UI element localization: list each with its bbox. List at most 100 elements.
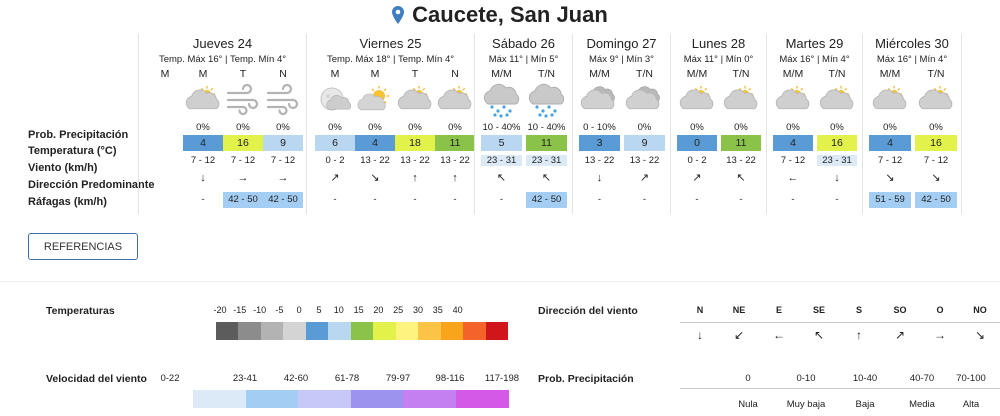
forecast-period: M/M 0% 0 0 - 2 ↗ - <box>677 34 717 214</box>
referencias-button[interactable]: REFERENCIAS <box>28 233 138 260</box>
temp-scale-value: 5 <box>316 305 322 315</box>
gust-speed: - <box>791 194 795 205</box>
wind-scale-range: 79-97 <box>385 373 411 384</box>
temp-color-swatch <box>260 322 284 340</box>
precip-scale-value: 0 <box>745 373 751 384</box>
wind-icon <box>263 82 303 120</box>
precip-probability: 0% <box>883 122 897 133</box>
temp-color-swatch <box>440 322 464 340</box>
precip-probability: 0% <box>408 122 422 133</box>
wind-speed: 13 - 22 <box>400 155 430 166</box>
moon-cloudy-icon <box>315 82 355 120</box>
precip-scale-name: Alta <box>962 399 980 410</box>
gust-speed: - <box>597 194 602 205</box>
day-temp-range: Máx 16° | Mín 4° <box>876 54 948 65</box>
period-label: T/N <box>927 68 945 80</box>
period-label: N <box>279 68 287 80</box>
partly-cloudy-icon <box>183 82 223 120</box>
dir-legend-heading: O <box>936 305 944 315</box>
wind-direction-arrow-icon: ↖ <box>541 172 552 184</box>
wind-direction-arrow-icon: ↘ <box>931 172 941 184</box>
temp-color-swatch <box>395 322 419 340</box>
forecast-period: M/M 0 - 10% 3 13 - 22 ↓ - <box>579 34 620 214</box>
forecast-day: Jueves 24 Temp. Máx 16° | Temp. Mín 4° M M … <box>138 34 306 214</box>
wind-direction-arrow-icon: → <box>237 172 249 184</box>
period-label: T <box>411 68 419 80</box>
precip-scale-value: 40-70 <box>909 373 935 384</box>
temp-scale-value: 35 <box>432 305 443 315</box>
temperature-cell: 4 <box>773 135 813 151</box>
wind-scale-range: 42-60 <box>283 373 309 384</box>
row-label-temp: Temperatura (°C) <box>28 145 117 157</box>
precip-probability: 0% <box>368 122 382 133</box>
gust-speed <box>145 192 185 208</box>
temp-color-swatch <box>350 322 374 340</box>
wind-color-swatch <box>455 390 509 408</box>
precip-scale-value: 10-40 <box>852 373 878 384</box>
section-divider <box>0 281 1000 282</box>
legend-wind-title: Velocidad del viento <box>46 373 147 385</box>
forecast-day: Viernes 25 Temp. Máx 18° | Temp. Mín 4° M … <box>306 34 475 214</box>
partly-cloudy-icon <box>817 82 857 120</box>
temp-scale-value: 40 <box>452 305 463 315</box>
temperature-cell: 9 <box>624 135 665 151</box>
day-name: Domingo 27 <box>586 36 657 51</box>
legend-temp-title: Temperaturas <box>46 305 115 317</box>
wind-scale-range: 117-198 <box>484 373 520 384</box>
wind-direction-arrow-icon: ↘ <box>370 172 380 184</box>
wind-speed: 13 - 22 <box>360 155 390 166</box>
page-title: Caucete, San Juan <box>412 2 608 27</box>
temp-scale-value: 10 <box>333 305 344 315</box>
forecast-period: T 0% 16 7 - 12 → 42 - 50 <box>223 34 263 214</box>
wind-speed: 7 - 12 <box>230 155 256 166</box>
row-label-gust: Ráfagas (km/h) <box>28 196 107 208</box>
wind-scale-range: 0-22 <box>160 373 180 384</box>
precip-probability: 0% <box>830 122 844 133</box>
gust-speed: 42 - 50 <box>223 192 263 208</box>
day-name: Martes 29 <box>785 36 844 51</box>
wind-speed: 13 - 22 <box>726 155 756 166</box>
temp-color-swatch <box>485 322 509 340</box>
wind-speed: 23 - 31 <box>526 155 567 166</box>
wind-direction-arrow-icon <box>145 171 185 185</box>
temperature-cell: 11 <box>721 135 761 151</box>
temp-color-swatch <box>328 322 352 340</box>
day-temp-range: Máx 9° | Mín 3° <box>589 54 654 65</box>
precip-legend-divider <box>680 388 1000 389</box>
wind-scale-range: 98-116 <box>435 373 465 384</box>
forecast-day: Martes 29 Máx 16° | Mín 4° M/M 0% 4 7 - 12 ← -… <box>766 34 862 214</box>
wind-color-swatch <box>193 390 246 408</box>
day-name: Sábado 26 <box>492 36 555 51</box>
dir-legend-arrow-icon: ↙ <box>733 328 745 342</box>
dir-legend-heading: S <box>855 305 862 315</box>
gust-speed: - <box>201 194 205 205</box>
temp-scale-value: -15 <box>233 305 247 315</box>
precip-scale-value: 70-100 <box>956 373 986 384</box>
day-name: Viernes 25 <box>359 36 422 51</box>
sun-cloud-icon <box>355 82 395 120</box>
snow-icon <box>526 82 567 120</box>
forecast-period: M 0% 6 0 - 2 ↗ - <box>315 34 355 214</box>
wind-speed: 0 - 2 <box>687 155 707 166</box>
temperature-cell: 6 <box>315 135 355 151</box>
temp-scale-value: 15 <box>353 305 364 315</box>
forecast-day: Domingo 27 Máx 9° | Mín 3° M/M 0 - 10% 3 13 … <box>572 34 670 214</box>
dir-legend-heading: NE <box>732 305 746 315</box>
precip-scale-value: 0-10 <box>796 373 816 384</box>
partly-cloudy-icon <box>773 82 813 120</box>
temp-scale-value: 20 <box>373 305 384 315</box>
dir-legend-heading: NO <box>973 305 987 315</box>
cloudy-icon <box>624 82 665 120</box>
precip-probability: 0% <box>637 122 652 133</box>
dir-legend-divider <box>680 322 1000 323</box>
forecast-period: M/M 0% 4 7 - 12 ↘ 51 - 59 <box>869 34 911 214</box>
location-header: Caucete, San Juan <box>0 0 1000 30</box>
wind-direction-arrow-icon: ← <box>787 172 799 184</box>
forecast-day: Lunes 28 Máx 11° | Mín 0° M/M 0% 0 0 - 2 ↗ - T/… <box>670 34 766 214</box>
cloudy-icon <box>579 82 620 120</box>
period-label: M/M <box>589 68 610 80</box>
wind-direction-arrow-icon: ↖ <box>496 172 507 184</box>
day-name: Miércoles 30 <box>875 36 949 51</box>
gust-speed: - <box>453 194 457 205</box>
wind-icon <box>223 82 263 120</box>
